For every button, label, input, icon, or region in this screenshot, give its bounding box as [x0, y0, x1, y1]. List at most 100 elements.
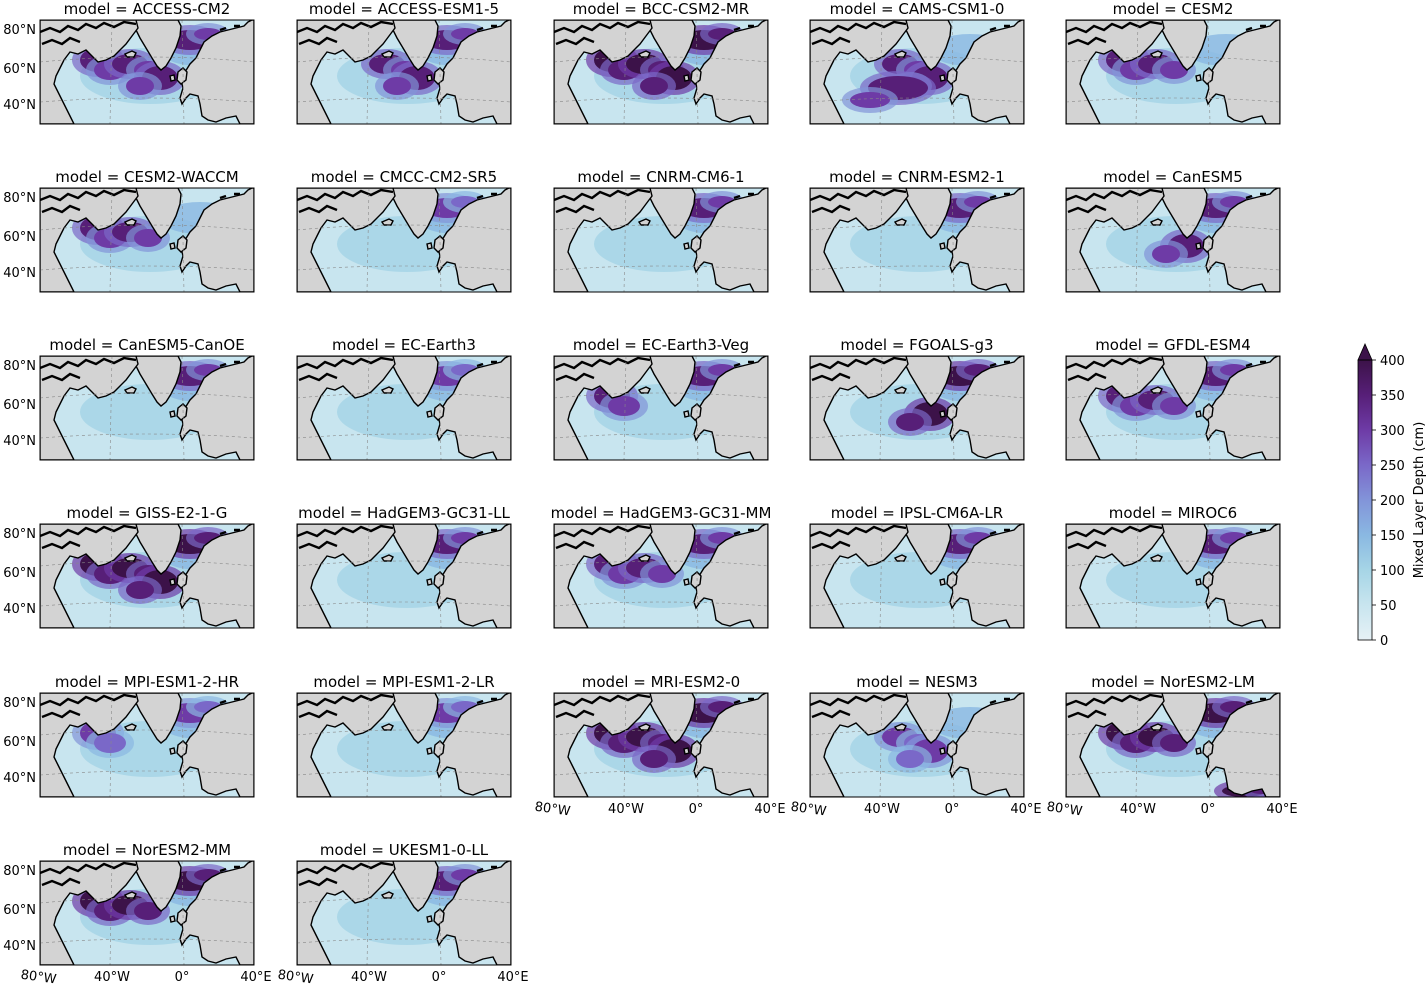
land	[637, 50, 651, 58]
arctic-coast	[40, 693, 240, 719]
land	[693, 693, 768, 797]
colorbar-tick-label: 0	[1380, 634, 1388, 649]
graticule	[40, 861, 254, 965]
panel-title: model = ACCESS-ESM1-5	[309, 0, 499, 18]
land	[649, 693, 696, 744]
panel-access-esm1-5: model = ACCESS-ESM1-5	[296, 0, 512, 125]
land	[436, 188, 511, 292]
land	[123, 554, 137, 562]
land	[1149, 723, 1163, 731]
land	[1195, 242, 1202, 250]
x-tick-label: 80°W	[1046, 800, 1084, 820]
panel-title: model = CMCC-CM2-SR5	[311, 168, 497, 186]
land	[169, 74, 176, 82]
panel-frame	[296, 860, 512, 966]
panel-hadgem3-gc31-ll: model = HadGEM3-GC31-LL	[296, 504, 512, 629]
land	[810, 356, 909, 460]
land	[297, 356, 396, 460]
land	[40, 861, 139, 965]
land	[169, 915, 176, 923]
panel-access-cm2: model = ACCESS-CM2 40°N 60°N 80°N	[3, 0, 255, 125]
graticule	[810, 20, 1024, 124]
graticule	[40, 693, 254, 797]
arctic-coast	[297, 356, 497, 382]
y-tick-label: 60°N	[3, 230, 36, 245]
land	[179, 20, 254, 124]
colorbar-tick-label: 50	[1380, 599, 1397, 614]
graticule	[40, 20, 254, 124]
arctic-coast	[810, 524, 1010, 550]
x-tick-label: 0°	[175, 970, 190, 985]
arctic-coast	[1066, 693, 1266, 719]
panel-frame	[553, 523, 769, 629]
land	[554, 356, 653, 460]
arctic-coast	[1066, 356, 1266, 382]
panel-noresm2-mm: model = NorESM2-MM 40°N 60°N 80°N 80°W 40°W 0°…	[3, 841, 271, 987]
mld-region-core	[608, 396, 640, 416]
arctic-coast	[810, 188, 1010, 214]
land	[179, 524, 254, 628]
colorbar-gradient	[1358, 360, 1372, 640]
arctic-coast	[297, 693, 497, 719]
land	[1066, 524, 1165, 628]
land	[426, 747, 433, 755]
panel-title: model = FGOALS-g3	[840, 336, 993, 354]
land	[693, 20, 768, 124]
panel-frame	[1065, 355, 1281, 461]
panel-title: model = NorESM2-MM	[63, 841, 231, 859]
y-tick-label: 40°N	[3, 98, 36, 113]
arctic-coast	[1066, 188, 1266, 214]
land	[649, 356, 696, 407]
arctic-coast	[1066, 20, 1266, 46]
mld-region-core	[896, 750, 924, 768]
land	[693, 356, 768, 460]
land	[1161, 188, 1208, 239]
x-tick-label: 40°E	[1266, 802, 1297, 817]
land	[939, 74, 946, 82]
graticule	[810, 693, 1024, 797]
land	[380, 218, 394, 226]
land	[426, 915, 433, 923]
land	[426, 242, 433, 250]
panel-cmcc-cm2-sr5: model = CMCC-CM2-SR5	[296, 168, 512, 293]
y-tick-label: 60°N	[3, 62, 36, 77]
graticule	[297, 524, 511, 628]
arctic-coast	[810, 356, 1010, 382]
x-tick-label: 40°W	[608, 802, 644, 817]
land	[380, 891, 394, 899]
land	[392, 693, 439, 744]
land	[1205, 20, 1280, 124]
land	[905, 188, 952, 239]
panel-title: model = NESM3	[856, 673, 978, 691]
panel-frame	[39, 187, 255, 293]
y-tick-label: 60°N	[3, 735, 36, 750]
panel-frame	[296, 523, 512, 629]
panel-title: model = MPI-ESM1-2-LR	[313, 673, 494, 691]
panel-noresm2-lm: model = NorESM2-LM 80°W 40°W 0° 40°E	[1046, 673, 1298, 819]
land	[637, 554, 651, 562]
land	[1161, 693, 1208, 744]
land	[1161, 356, 1208, 407]
graticule	[810, 524, 1024, 628]
y-tick-label: 80°N	[3, 359, 36, 374]
land	[1205, 356, 1280, 460]
colorbar-tick-label: 100	[1380, 564, 1405, 579]
land	[893, 386, 907, 394]
land	[554, 188, 653, 292]
panel-frame	[296, 355, 512, 461]
land	[179, 693, 254, 797]
land	[1195, 410, 1202, 418]
land	[1066, 20, 1165, 124]
panel-cams-csm1-0: model = CAMS-CSM1-0	[809, 0, 1025, 125]
x-tick-label: 0°	[689, 802, 704, 817]
land	[893, 50, 907, 58]
land	[683, 410, 690, 418]
graticule	[297, 693, 511, 797]
land	[123, 386, 137, 394]
panel-frame	[553, 187, 769, 293]
mld-region-core	[126, 77, 154, 95]
land	[1149, 386, 1163, 394]
arctic-coast	[554, 356, 754, 382]
panel-title: model = ACCESS-CM2	[64, 0, 231, 18]
colorbar-label: Mixed Layer Depth (cm)	[1412, 422, 1427, 579]
